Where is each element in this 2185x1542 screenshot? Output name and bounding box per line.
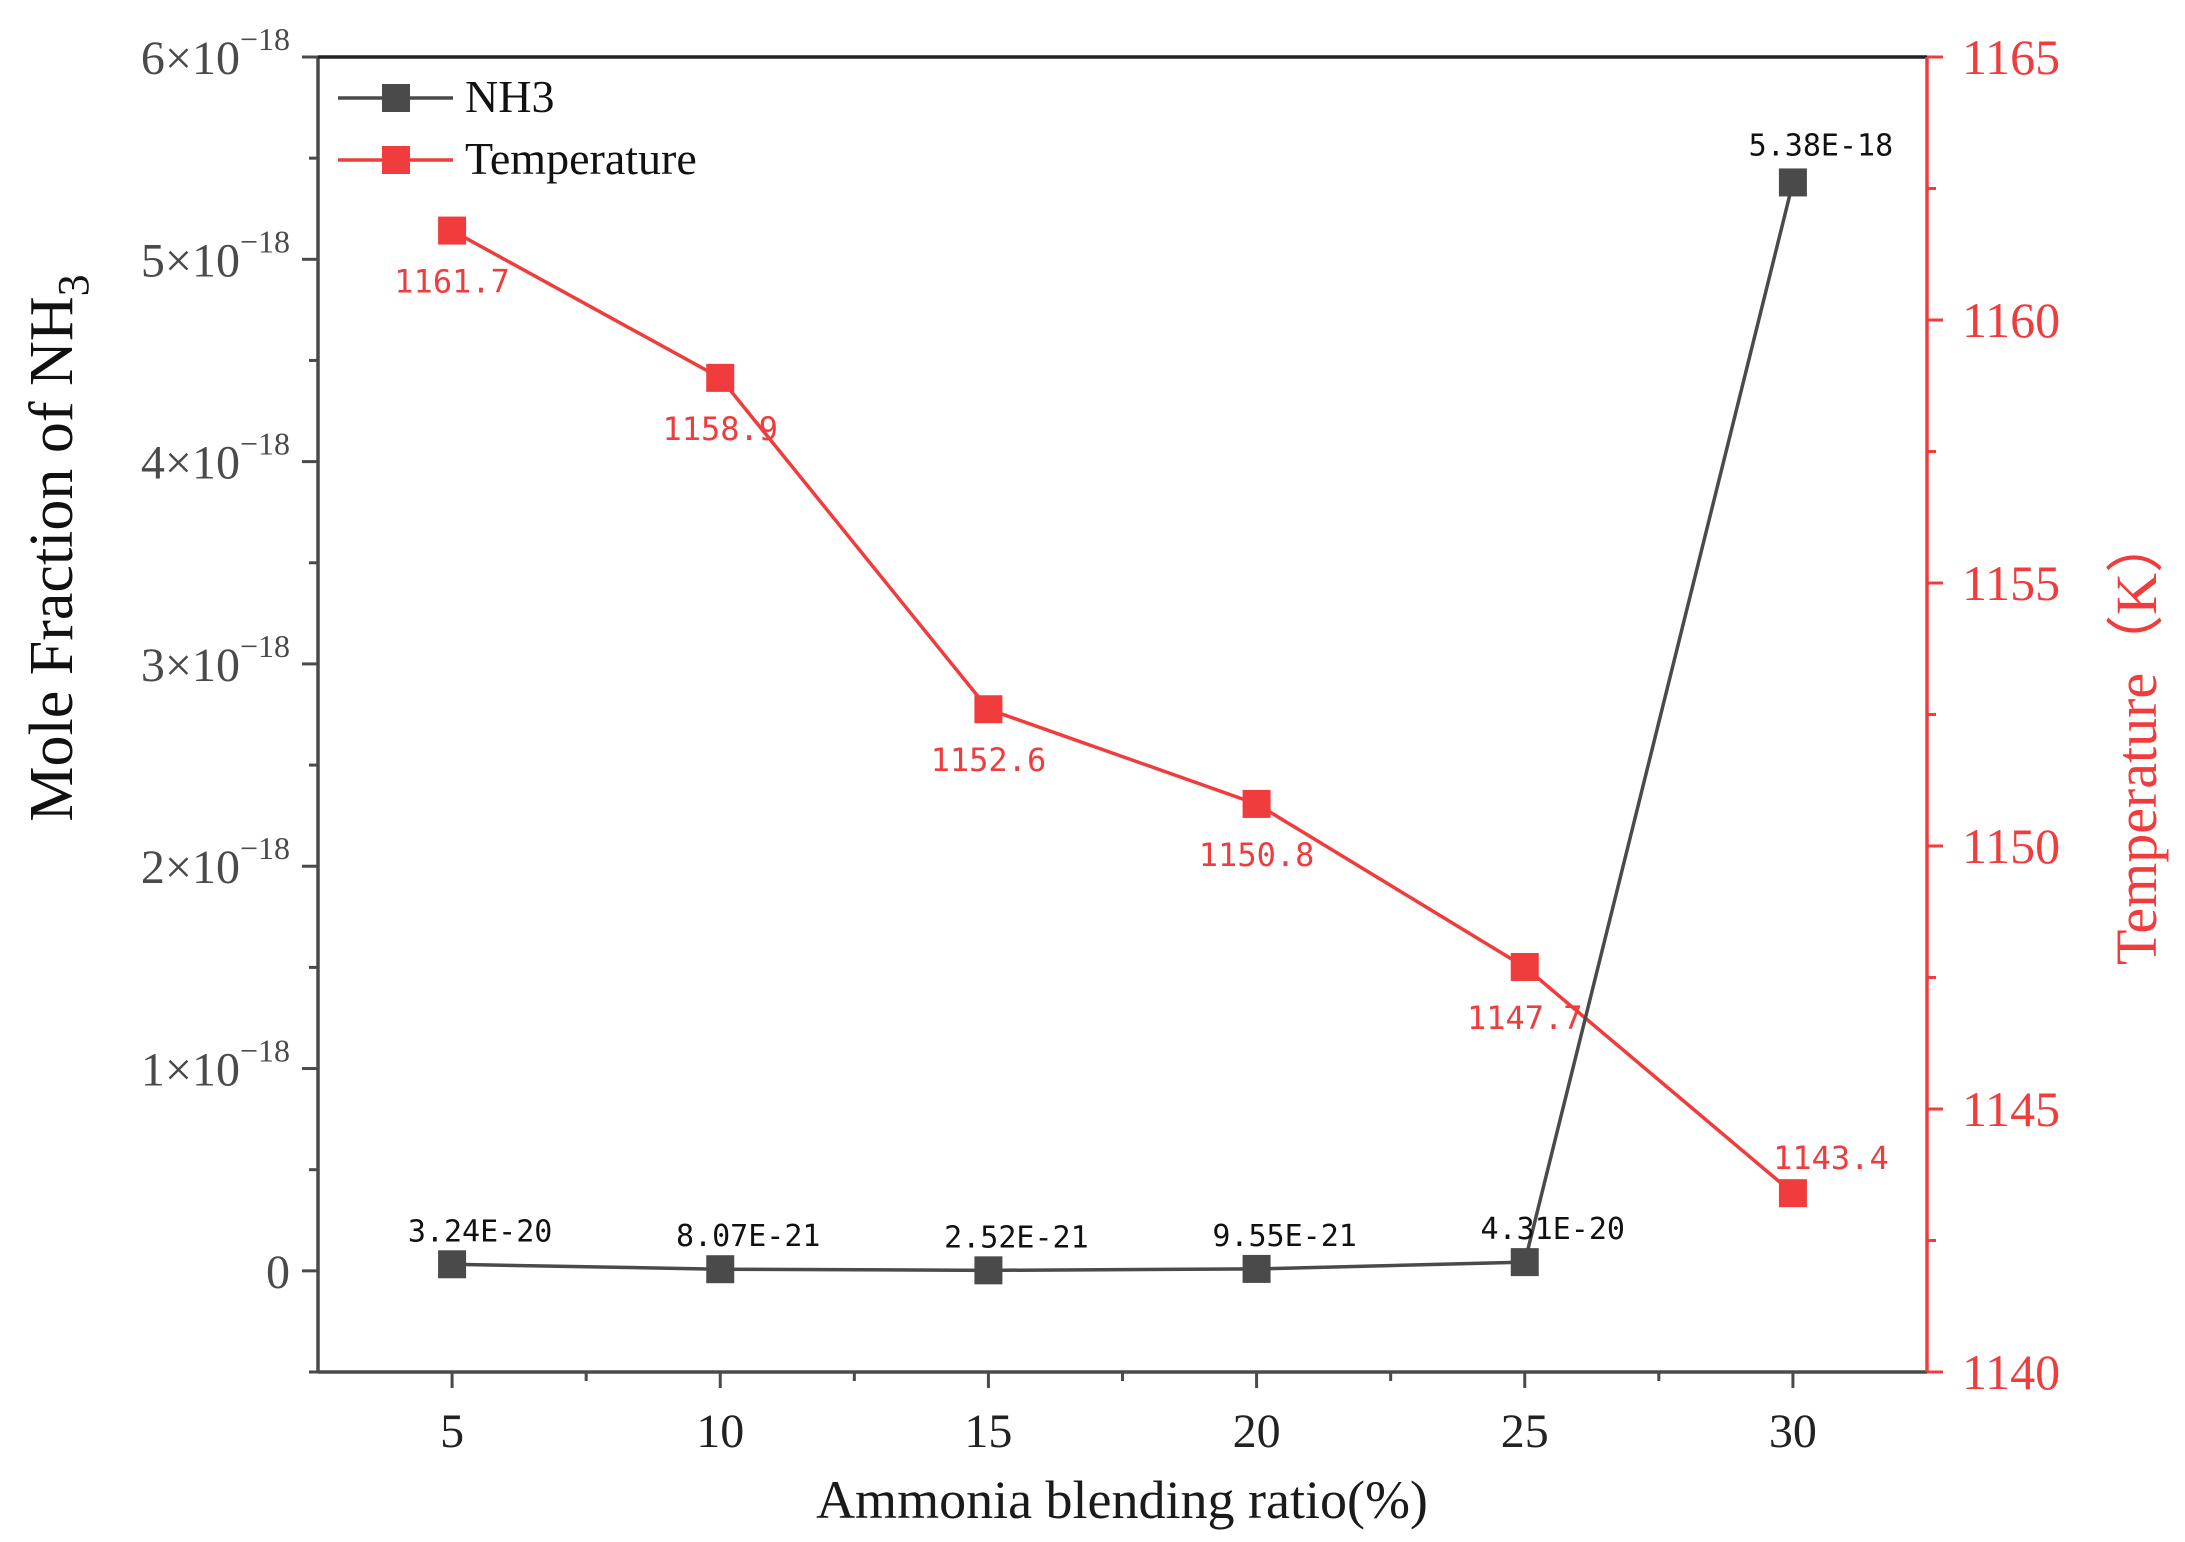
left-y-axis-ticks: 01×10−182×10−183×10−184×10−185×10−186×10… — [141, 21, 318, 1374]
x-tick-label: 10 — [696, 1405, 744, 1458]
right-y-tick-label: 1150 — [1962, 818, 2060, 874]
right-y-axis-title: Temperature（K） — [2104, 515, 2169, 965]
temperature-point — [1242, 789, 1271, 818]
legend-nh3-label: NH3 — [465, 71, 554, 122]
right-y-tick-label: 1140 — [1962, 1344, 2060, 1400]
left-y-tick-label: 4×10−18 — [141, 426, 290, 490]
left-y-tick-label: 5×10−18 — [141, 223, 290, 287]
left-y-axis-title-main: Mole Fraction of NH — [18, 296, 86, 821]
legend: NH3 Temperature — [338, 71, 697, 184]
right-y-tick-label: 1165 — [1962, 29, 2060, 85]
nh3-series-line — [452, 182, 1795, 1273]
left-y-tick-mantissa: 5×10 — [141, 234, 240, 287]
right-y-tick-label: 1160 — [1962, 292, 2060, 348]
x-axis-ticks: 5 10 15 20 25 30 — [440, 1372, 1817, 1458]
temperature-data-label: 1161.7 — [394, 263, 510, 301]
temperature-point — [438, 216, 467, 245]
nh3-point — [1778, 168, 1807, 197]
left-y-tick-mantissa: 1×10 — [141, 1044, 240, 1097]
left-y-tick-label: 1×10−18 — [141, 1033, 290, 1097]
left-y-tick-label: 6×10−18 — [141, 21, 290, 85]
right-y-axis-ticks: 1140 1145 1150 1155 1160 1165 — [1927, 29, 2060, 1400]
x-tick-label: 30 — [1769, 1405, 1817, 1458]
x-tick-label: 20 — [1233, 1405, 1281, 1458]
left-y-tick-mantissa: 3×10 — [141, 639, 240, 692]
temperature-point — [1510, 952, 1539, 981]
legend-nh3-marker — [382, 84, 410, 112]
x-tick-label: 5 — [440, 1405, 464, 1458]
x-axis-title: Ammonia blending ratio(%) — [816, 1470, 1428, 1530]
left-y-tick-label: 0 — [266, 1246, 290, 1299]
left-y-tick-mantissa: 6×10 — [141, 32, 240, 85]
left-y-tick-exponent: −18 — [240, 628, 290, 664]
nh3-data-label: 2.52E-21 — [944, 1220, 1089, 1255]
left-y-tick-exponent: −18 — [240, 426, 290, 462]
left-y-tick-label: 2×10−18 — [141, 830, 290, 894]
left-y-axis-title: Mole Fraction of NH3 — [18, 274, 98, 821]
temperature-point — [974, 695, 1003, 724]
nh3-point — [1242, 1254, 1271, 1283]
left-y-tick-mantissa: 4×10 — [141, 437, 240, 490]
right-y-tick-label: 1155 — [1962, 555, 2060, 611]
nh3-data-label: 8.07E-21 — [676, 1219, 821, 1254]
temperature-data-label: 1147.7 — [1467, 999, 1583, 1037]
series-layer: 1161.7 1158.9 1152.6 1150.8 1147.7 1143.4 3.24… — [394, 128, 1894, 1285]
temperature-data-label: 1150.8 — [1199, 836, 1315, 874]
temperature-series-line — [451, 229, 1795, 1195]
nh3-data-label: 3.24E-20 — [408, 1214, 553, 1249]
x-tick-label: 25 — [1501, 1405, 1549, 1458]
temperature-data-label: 1158.9 — [662, 410, 778, 448]
nh3-point — [974, 1256, 1003, 1285]
nh3-point — [706, 1255, 735, 1284]
nh3-data-label: 4.31E-20 — [1481, 1212, 1626, 1247]
left-y-tick-mantissa: 2×10 — [141, 841, 240, 894]
left-y-axis-title-subscript: 3 — [49, 274, 98, 296]
left-y-tick-exponent: −18 — [240, 21, 290, 57]
left-y-tick-exponent: −18 — [240, 830, 290, 866]
left-y-tick-exponent: −18 — [240, 223, 290, 259]
nh3-data-label: 5.38E-18 — [1749, 128, 1894, 163]
temperature-point — [706, 363, 735, 392]
legend-temperature-label: Temperature — [465, 133, 697, 184]
nh3-point — [438, 1250, 467, 1279]
left-y-tick-label: 3×10−18 — [141, 628, 290, 692]
left-y-tick-mantissa: 0 — [266, 1246, 290, 1299]
x-tick-label: 15 — [964, 1405, 1012, 1458]
temperature-data-label: 1152.6 — [931, 741, 1047, 779]
temperature-data-label: 1143.4 — [1773, 1139, 1889, 1177]
right-y-tick-label: 1145 — [1962, 1081, 2060, 1137]
nh3-point — [1510, 1248, 1539, 1277]
nh3-data-label: 9.55E-21 — [1212, 1219, 1357, 1254]
left-y-tick-exponent: −18 — [240, 1033, 290, 1069]
temperature-point — [1778, 1179, 1807, 1208]
legend-temperature-marker — [382, 146, 410, 174]
